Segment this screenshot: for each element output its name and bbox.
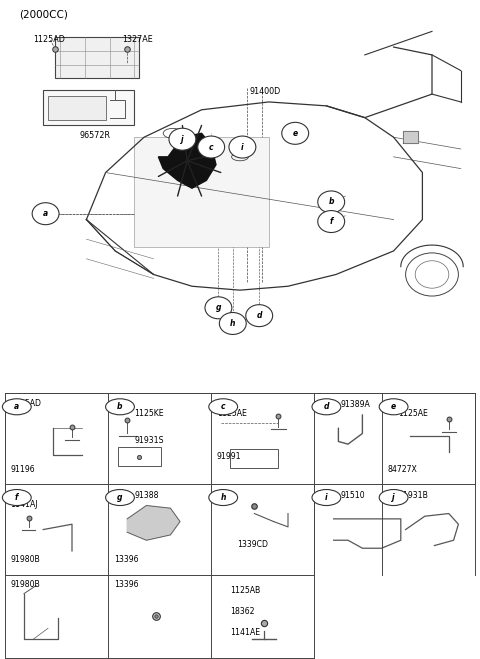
Bar <box>134 137 269 247</box>
Text: e: e <box>293 129 298 138</box>
Circle shape <box>169 129 196 150</box>
Text: 91388: 91388 <box>134 491 159 500</box>
Text: 18362: 18362 <box>230 607 255 616</box>
Text: d: d <box>256 311 262 320</box>
Text: c: c <box>209 142 214 152</box>
Text: a: a <box>43 209 48 218</box>
Text: 91931B: 91931B <box>398 491 428 500</box>
Text: g: g <box>216 303 221 312</box>
Text: f: f <box>15 493 19 502</box>
Text: d: d <box>324 402 329 411</box>
Circle shape <box>312 490 341 505</box>
Text: i: i <box>241 142 244 152</box>
Text: 1125AB: 1125AB <box>230 586 261 594</box>
Circle shape <box>219 312 246 335</box>
Circle shape <box>2 490 31 505</box>
Text: (2000CC): (2000CC) <box>19 10 68 20</box>
Text: g: g <box>117 493 123 502</box>
Text: 1125AD: 1125AD <box>11 399 42 408</box>
Text: 91196: 91196 <box>11 465 35 474</box>
Text: f: f <box>329 217 333 226</box>
Circle shape <box>106 490 134 505</box>
Text: 91389A: 91389A <box>341 400 371 409</box>
Text: 96572R: 96572R <box>79 131 110 140</box>
Text: 1125AD: 1125AD <box>34 36 65 45</box>
Circle shape <box>198 136 225 158</box>
Text: 1339CD: 1339CD <box>238 540 269 549</box>
Circle shape <box>282 123 309 144</box>
Text: 1141AJ: 1141AJ <box>11 500 38 509</box>
Bar <box>43 90 134 125</box>
Text: 84727X: 84727X <box>387 465 417 474</box>
Text: e: e <box>391 402 396 411</box>
Text: 91991: 91991 <box>217 452 241 461</box>
Text: 13396: 13396 <box>114 556 138 564</box>
Text: 1125AE: 1125AE <box>398 409 428 418</box>
Bar <box>48 96 106 119</box>
Text: 91980B: 91980B <box>11 556 40 564</box>
Bar <box>230 449 278 468</box>
Text: 91980B: 91980B <box>11 581 40 589</box>
Text: a: a <box>14 402 19 411</box>
Circle shape <box>209 399 238 415</box>
Text: 91400D: 91400D <box>250 87 281 96</box>
Polygon shape <box>403 131 418 143</box>
Text: 1125KE: 1125KE <box>134 409 164 418</box>
Text: 1125AE: 1125AE <box>217 409 247 418</box>
Polygon shape <box>158 133 216 188</box>
Text: 91510: 91510 <box>341 491 365 500</box>
Text: 1327AE: 1327AE <box>122 36 153 45</box>
Circle shape <box>318 191 345 213</box>
Text: i: i <box>325 493 328 502</box>
Circle shape <box>312 399 341 415</box>
Bar <box>55 38 139 78</box>
Text: 13396: 13396 <box>114 581 138 589</box>
Circle shape <box>205 297 232 319</box>
Text: h: h <box>230 319 236 328</box>
Circle shape <box>246 304 273 327</box>
Circle shape <box>318 211 345 233</box>
Circle shape <box>379 399 408 415</box>
Circle shape <box>229 136 256 158</box>
Text: j: j <box>392 493 395 502</box>
Bar <box>118 447 161 465</box>
Text: b: b <box>328 198 334 206</box>
Circle shape <box>106 399 134 415</box>
Text: j: j <box>181 134 184 144</box>
Text: c: c <box>221 402 226 411</box>
Circle shape <box>209 490 238 505</box>
Circle shape <box>2 399 31 415</box>
Text: 1141AE: 1141AE <box>230 628 261 637</box>
Circle shape <box>32 203 59 225</box>
Text: h: h <box>220 493 226 502</box>
Text: b: b <box>117 402 123 411</box>
Polygon shape <box>127 505 180 540</box>
Text: 91931S: 91931S <box>134 436 164 445</box>
Circle shape <box>379 490 408 505</box>
